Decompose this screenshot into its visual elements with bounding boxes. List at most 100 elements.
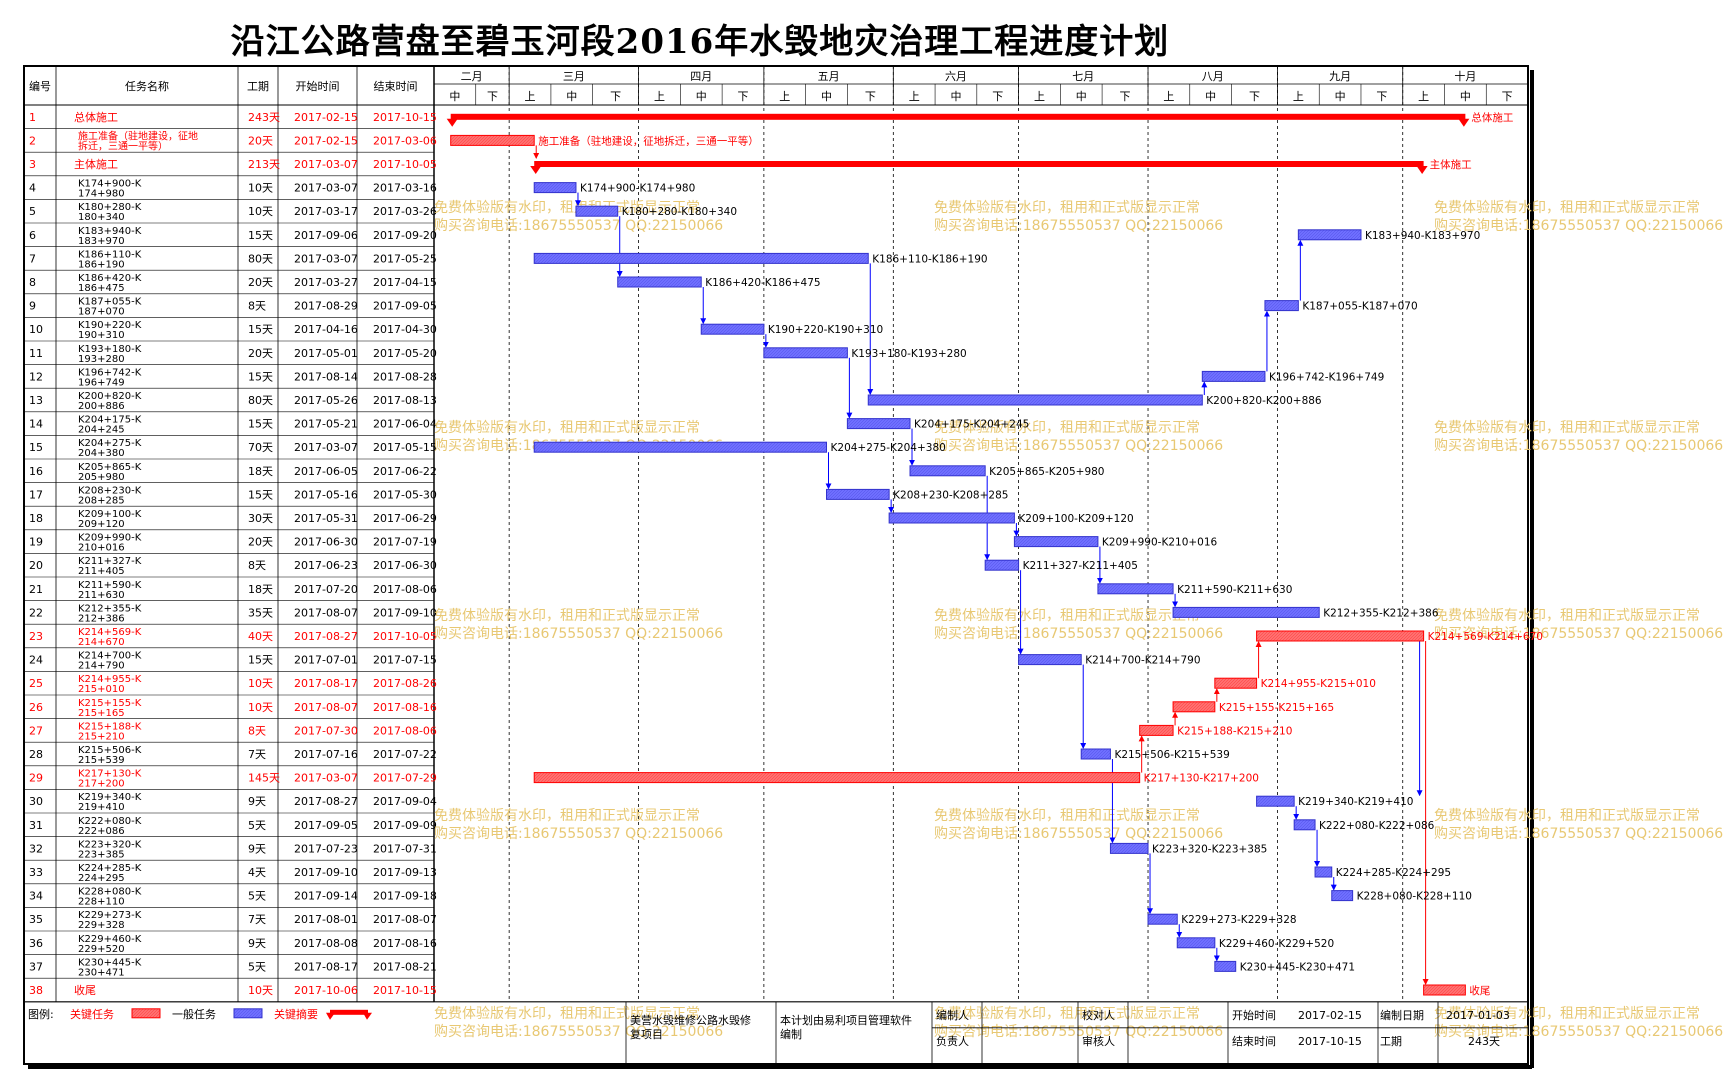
cell-duration: 8天 [248,300,266,313]
cell-name: 230+471 [78,967,125,978]
watermark-text: 免费体验版有水印，租用和正式版显示正常 [934,808,1200,824]
third-label: 下 [1249,90,1260,103]
cell-name: 222+086 [78,826,125,837]
cell-id: 38 [29,984,43,997]
watermark-text: 免费体验版有水印，租用和正式版显示正常 [1434,200,1700,216]
cell-name: 223+385 [78,849,125,860]
cell-id: 29 [29,772,43,785]
cell-name: 174+980 [78,189,125,200]
cell-end: 2017-06-29 [373,512,437,525]
third-label: 上 [1163,90,1174,103]
cell-start: 2017-08-08 [294,937,358,950]
cell-name: 217+200 [78,779,125,790]
cell-name: 205+980 [78,472,125,483]
cell-start: 2017-03-07 [294,252,358,265]
cell-end: 2017-08-06 [373,583,437,596]
bar-label: K208+230-K208+285 [893,489,1008,501]
cell-end: 2017-06-22 [373,465,437,478]
third-label: 上 [1034,90,1045,103]
bar-label: K190+220-K190+310 [768,324,883,336]
cell-duration: 10天 [248,677,273,690]
cell-start: 2017-03-27 [294,276,358,289]
footer-cell: 243天 [1468,1035,1500,1048]
cell-end: 2017-10-15 [373,984,437,997]
cell-name: K230+445-K [78,957,142,968]
bar-label: K228+080-K228+110 [1357,891,1472,903]
cell-start: 2017-05-21 [294,418,358,431]
cell-name: 186+475 [78,283,125,294]
cell-start: 2017-08-17 [294,677,358,690]
cell-end: 2017-08-06 [373,724,437,737]
cell-id: 26 [29,701,43,714]
cell-end: 2017-09-09 [373,819,437,832]
cell-duration: 145天 [248,772,280,785]
watermark-text: 免费体验版有水印，租用和正式版显示正常 [1434,608,1700,624]
footer-cell: 审核人 [1082,1034,1115,1048]
watermark-text: 免费体验版有水印，租用和正式版显示正常 [1434,1006,1700,1022]
summary-bar [450,113,1466,120]
bar-label: K174+900-K174+980 [580,183,695,195]
normal-task-bar [1109,842,1149,854]
bar-label: K214+700-K214+790 [1085,655,1200,667]
bar-label: K230+445-K230+471 [1240,961,1355,973]
cell-start: 2017-08-27 [294,630,358,643]
third-label: 下 [610,90,621,103]
cell-end: 2017-07-29 [373,772,437,785]
cell-name: 180+340 [78,212,125,223]
cell-name: K214+955-K [78,674,142,685]
month-label: 四月 [690,70,712,83]
normal-task-bar [1264,300,1299,312]
cell-name: K200+820-K [78,391,142,402]
footer-cell: 2017-02-15 [1298,1009,1362,1022]
cell-start: 2017-03-07 [294,182,358,195]
cell-id: 16 [29,465,43,478]
cell-start: 2017-07-23 [294,842,358,855]
normal-task-bar [846,418,911,430]
watermark-text: 免费体验版有水印，租用和正式版显示正常 [434,1006,700,1022]
watermark-text: 购买咨询电话:18675550537 QQ:22150066 [934,626,1223,642]
cell-duration: 80天 [248,252,273,265]
third-label: 中 [950,90,961,103]
normal-task-bar [1331,890,1354,902]
cell-name: 拆迁，三通一平等） [78,139,168,152]
bar-label: K204+175-K204+245 [914,419,1029,431]
normal-task-bar [1147,913,1178,925]
cell-name: 208+285 [78,495,125,506]
watermark-text: 免费体验版有水印，租用和正式版显示正常 [934,1006,1200,1022]
cell-name: 施工准备（驻地建设，征地 [78,129,198,142]
cell-name: 228+110 [78,897,125,908]
footer-cell: 开始时间 [1232,1008,1276,1022]
footer-cell: 2017-10-15 [1298,1035,1362,1048]
cell-end: 2017-10-05 [373,158,437,171]
normal-task-bar [984,559,1020,571]
cell-name: K224+285-K [78,863,142,874]
cell-id: 8 [29,276,36,289]
summary-cap [1416,166,1428,174]
cell-start: 2017-04-16 [294,323,358,336]
footer-software: 编制 [780,1027,802,1041]
third-label: 下 [992,90,1003,103]
cell-name: 204+380 [78,448,125,459]
cell-name: K186+110-K [78,249,142,260]
third-label: 下 [1376,90,1387,103]
cell-id: 33 [29,866,43,879]
legend-critical-label: 关键任务 [70,1007,114,1021]
cell-duration: 30天 [248,512,273,525]
bar-label: K215+155-K215+165 [1219,702,1334,714]
cell-name: K215+506-K [78,745,142,756]
bar-label: K186+420-K186+475 [705,277,820,289]
summary-bar [534,161,1424,167]
normal-task-bar [1297,229,1362,241]
normal-task-bar [826,488,890,500]
bar-label: 施工准备（驻地建设，征地拆迁，三通一平等） [538,134,759,147]
cell-id: 20 [29,559,43,572]
cell-duration: 5天 [248,960,266,973]
cell-start: 2017-05-31 [294,512,358,525]
cell-duration: 70天 [248,441,273,454]
cell-end: 2017-03-16 [373,182,437,195]
cell-start: 2017-09-05 [294,819,358,832]
normal-task-bar [1080,748,1111,760]
cell-start: 2017-06-30 [294,536,358,549]
cell-name: 215+165 [78,708,125,719]
critical-task-bar [450,134,535,146]
